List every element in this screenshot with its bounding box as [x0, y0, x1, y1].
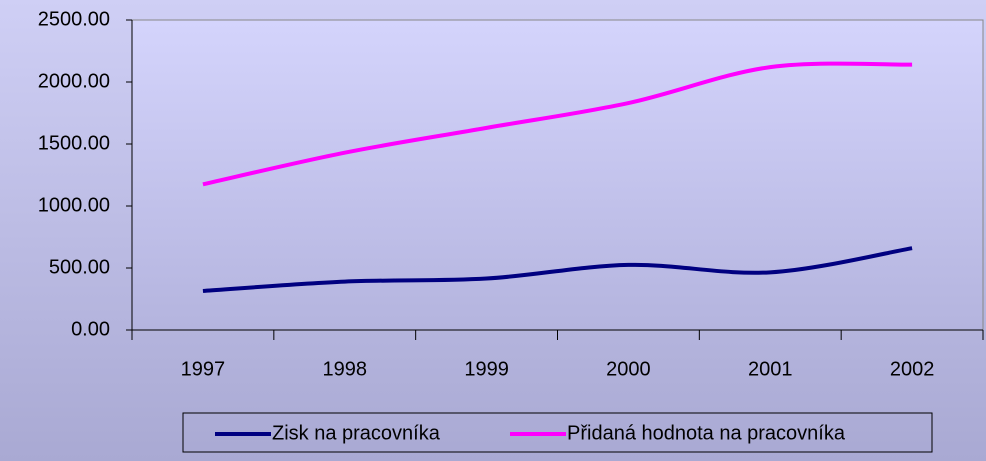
legend-label: Přidaná hodnota na pracovníka: [567, 422, 846, 444]
series-line: [202, 61, 913, 187]
legend: [182, 412, 933, 453]
y-tick-label: 2000.00: [38, 70, 110, 92]
y-tick-label: 500.00: [49, 256, 110, 278]
y-tick-label: 0.00: [71, 318, 110, 340]
plot-area: [131, 19, 984, 331]
x-tick-label: 1997: [181, 358, 226, 380]
y-tick-label: 2500.00: [38, 8, 110, 30]
series-line: [202, 246, 913, 293]
x-tick-label: 1998: [323, 358, 368, 380]
x-tick-label: 2000: [606, 358, 651, 380]
x-tick-label: 1999: [464, 358, 509, 380]
y-tick-label: 1500.00: [38, 132, 110, 154]
y-tick-label: 1000.00: [38, 194, 110, 216]
x-tick-label: 2001: [748, 358, 793, 380]
legend-label: Zisk na pracovníka: [272, 422, 441, 444]
x-tick-label: 2002: [890, 358, 935, 380]
